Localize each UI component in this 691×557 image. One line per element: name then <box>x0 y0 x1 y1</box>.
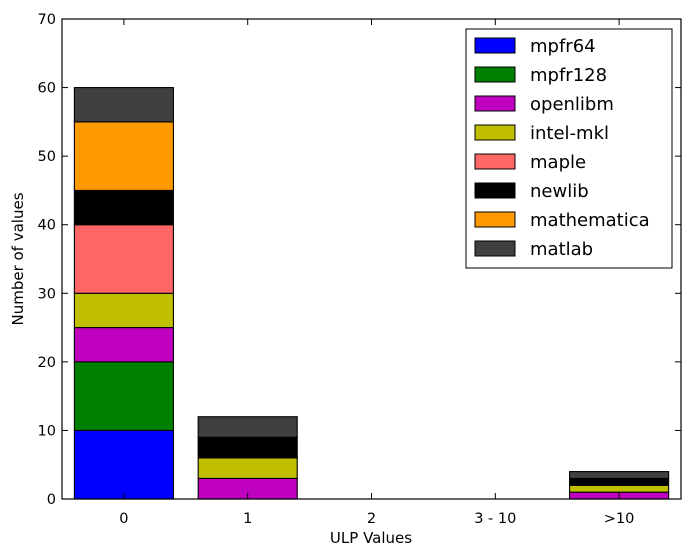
bar-segment-openlibm-0 <box>73 327 174 363</box>
legend-label-matlab: matlab <box>530 239 593 260</box>
bar-segment-newlib-0 <box>73 189 174 226</box>
bar-segment-intel-mkl-4 <box>569 484 670 493</box>
bar-segment-mpfr128-0 <box>73 361 174 431</box>
bar-segment-mathematica-0 <box>73 121 174 191</box>
x-tick-label: 2 <box>367 511 376 527</box>
legend-label-openlibm: openlibm <box>530 94 614 115</box>
x-axis-label: ULP Values <box>330 529 412 547</box>
legend-swatch-intel-mkl <box>474 124 516 141</box>
x-axis: 0 1 2 3 - 10 >10 <box>119 19 634 527</box>
legend-swatch-mpfr128 <box>474 66 516 83</box>
bar-segment-intel-mkl-0 <box>73 292 174 329</box>
y-tick-label: 20 <box>38 355 56 371</box>
y-tick-label: 10 <box>38 423 56 439</box>
x-tick-label: >10 <box>604 511 635 527</box>
bar-segment-intel-mkl-1 <box>197 457 298 479</box>
bar-segment-newlib-4 <box>569 477 670 486</box>
legend-label-maple: maple <box>530 152 586 173</box>
legend-label-mpfr128: mpfr128 <box>530 65 607 86</box>
legend-label-mathematica: mathematica <box>530 210 650 231</box>
x-tick-label: 1 <box>243 511 252 527</box>
x-tick-label: 3 - 10 <box>474 511 516 527</box>
legend-label-mpfr64: mpfr64 <box>530 36 596 57</box>
legend-swatch-maple <box>474 153 516 170</box>
bar-segment-newlib-1 <box>197 436 298 459</box>
y-tick-label: 60 <box>38 81 56 97</box>
y-tick-label: 50 <box>38 149 56 165</box>
legend-swatch-openlibm <box>474 95 516 112</box>
bar-segment-matlab-1 <box>197 416 298 438</box>
bar-segment-mpfr64-0 <box>73 429 174 500</box>
legend-swatch-mpfr64 <box>474 37 516 54</box>
y-axis: 0 10 20 30 40 50 60 70 <box>38 12 681 508</box>
bar-segment-matlab-4 <box>569 471 670 479</box>
bar-segment-maple-0 <box>73 224 174 294</box>
legend-swatch-matlab <box>474 240 516 257</box>
y-tick-label: 70 <box>38 12 56 28</box>
legend: mpfr64 mpfr128 openlibm intel-mkl maple newli… <box>465 28 673 269</box>
bar-segment-matlab-0 <box>73 87 174 123</box>
x-tick-label: 0 <box>119 511 128 527</box>
legend-label-intel-mkl: intel-mkl <box>530 123 609 144</box>
y-tick-label: 40 <box>38 218 56 234</box>
legend-label-newlib: newlib <box>530 181 589 202</box>
legend-swatch-mathematica <box>474 211 516 228</box>
y-tick-label: 30 <box>38 286 56 302</box>
y-tick-label: 0 <box>47 492 56 508</box>
legend-swatch-newlib <box>474 182 516 199</box>
y-axis-label: Number of values <box>9 192 27 325</box>
